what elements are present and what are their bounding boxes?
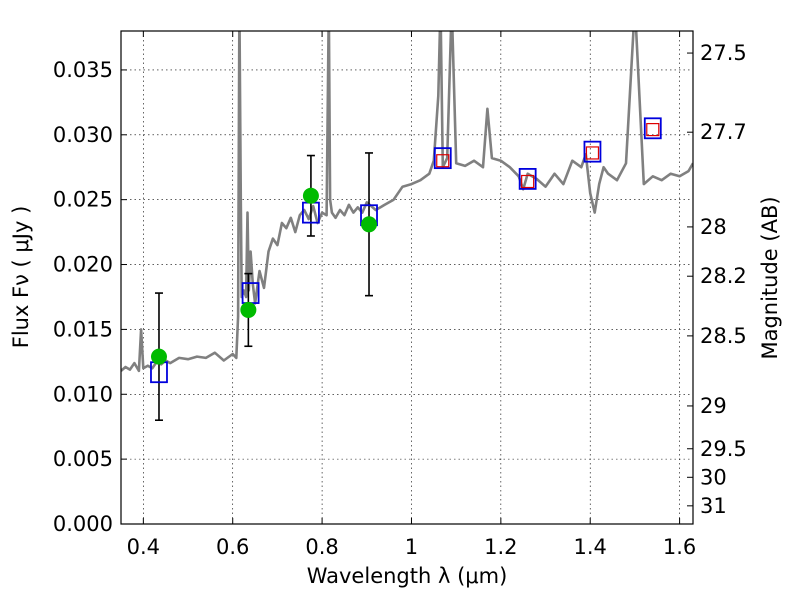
- y-tick-label: 0.015: [53, 317, 113, 341]
- y2-tick-label: 27.5: [700, 41, 747, 65]
- spectrum-series: [121, 31, 693, 373]
- y2-tick-label: 30: [700, 465, 727, 489]
- nir-square: [521, 174, 535, 189]
- y2-axis-ticks: 27.5 27.7 28 28.2 28.5 29 29.5 30 31: [687, 41, 747, 518]
- y-tick-label: 0.030: [53, 123, 113, 147]
- y2-tick-label: 29.5: [700, 437, 747, 461]
- model-box: [518, 167, 537, 190]
- nir-square: [585, 146, 600, 160]
- nir-square: [646, 122, 660, 137]
- y-tick-label: 0.005: [53, 447, 113, 471]
- y-tick-label: 0.025: [53, 188, 113, 212]
- x-tick-label: 1.2: [484, 535, 517, 559]
- photometry-point: [240, 301, 257, 318]
- y2-tick-label: 28.5: [700, 324, 747, 348]
- y-tick-label: 0.020: [53, 253, 113, 277]
- nir-square: [436, 154, 450, 168]
- x-tick-label: 1.4: [574, 535, 607, 559]
- nir-squares: [436, 122, 660, 189]
- plot-frame: [120, 30, 694, 525]
- x-tick-label: 1: [405, 535, 418, 559]
- y-tick-label: 0.035: [53, 58, 113, 82]
- x-tick-label: 0.6: [216, 535, 249, 559]
- y2-tick-label: 28.2: [700, 264, 747, 288]
- grid-lines: [121, 31, 693, 525]
- y-axis-label: Flux Fν ( μJy ): [9, 206, 33, 349]
- x-tick-label: 0.8: [305, 535, 338, 559]
- y2-tick-label: 31: [700, 494, 727, 518]
- model-box: [583, 140, 602, 163]
- y2-tick-label: 28: [700, 215, 727, 239]
- model-box: [433, 147, 452, 170]
- y-tick-label: 0.010: [53, 382, 113, 406]
- photometry-points: [150, 187, 378, 365]
- x-tick-label: 0.4: [127, 535, 160, 559]
- y2-axis-label: Magnitude (AB): [758, 196, 782, 359]
- x-tick-label: 1.6: [663, 535, 696, 559]
- photometry-point: [150, 348, 167, 365]
- y-tick-label: 0.000: [53, 512, 113, 536]
- y2-tick-label: 27.7: [700, 120, 747, 144]
- model-boxes: [150, 117, 662, 384]
- photometry-point: [361, 216, 378, 233]
- y-axis-ticks: 0.000 0.005 0.010 0.015 0.020 0.025 0.030 0.035: [53, 58, 127, 536]
- x-axis-ticks: 0.4 0.6 0.8 1 1.2 1.4 1.6: [127, 31, 696, 559]
- x-axis-label: Wavelength λ (μm): [307, 564, 508, 588]
- spectrum-line: [121, 31, 693, 373]
- y2-tick-label: 29: [700, 394, 727, 418]
- model-box: [643, 117, 662, 140]
- photometry-point: [302, 187, 319, 204]
